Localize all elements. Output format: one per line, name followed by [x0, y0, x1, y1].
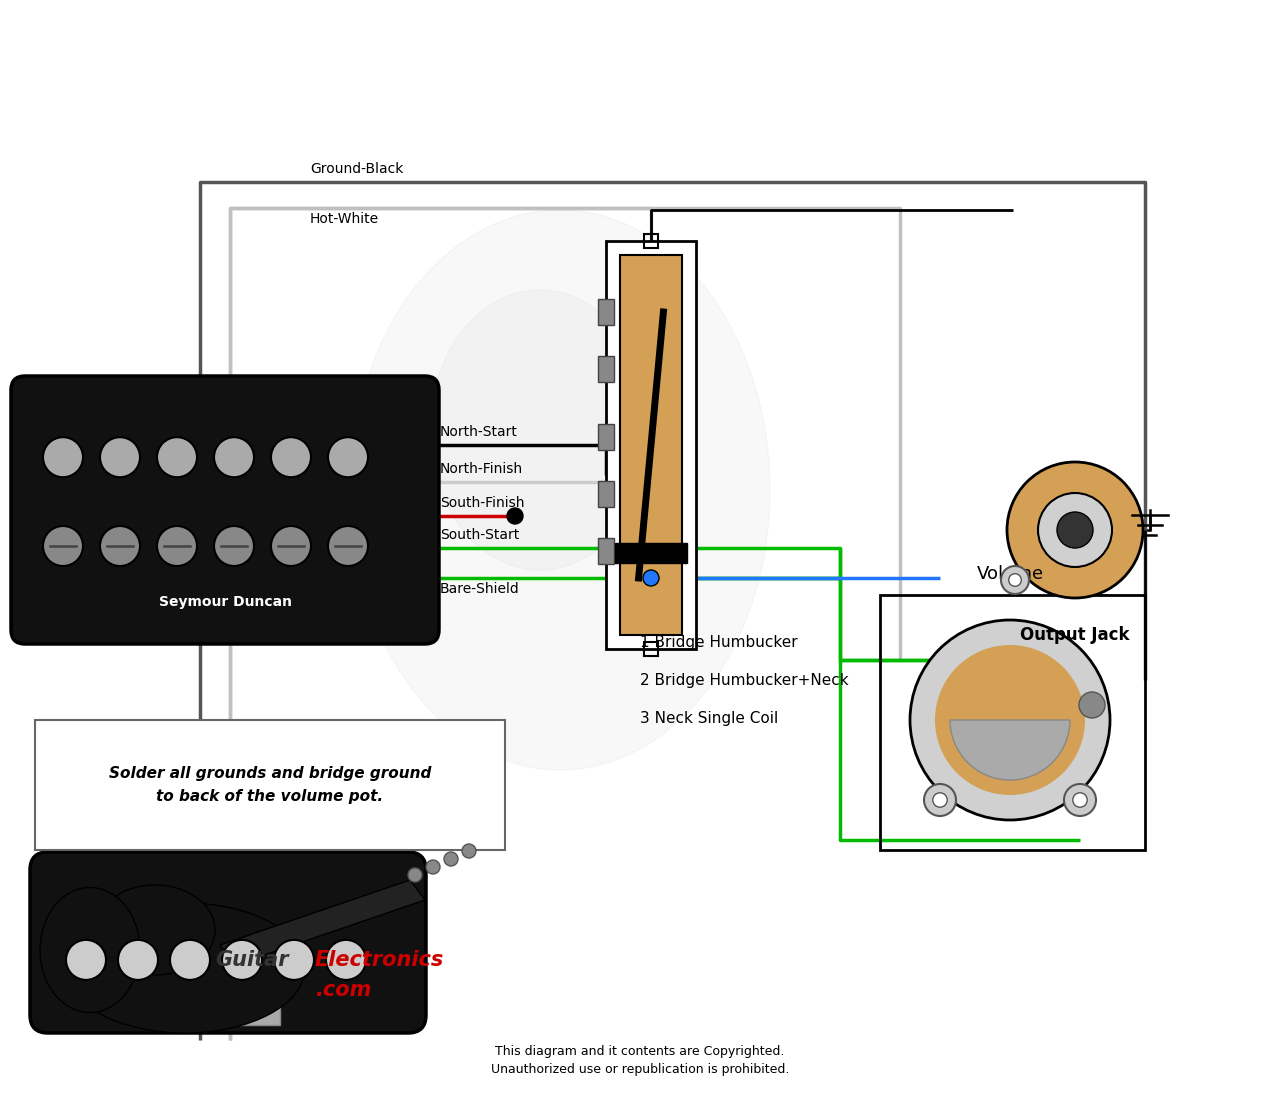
Circle shape [100, 526, 140, 566]
Circle shape [444, 852, 458, 866]
Bar [598, 539, 614, 564]
Ellipse shape [430, 290, 650, 570]
Text: Seymour Duncan: Seymour Duncan [159, 595, 292, 609]
Bar [881, 595, 1146, 850]
Bar [598, 482, 614, 507]
Circle shape [1038, 493, 1112, 567]
Circle shape [1001, 566, 1029, 593]
Circle shape [67, 940, 106, 980]
Bar [598, 356, 614, 382]
Circle shape [214, 526, 253, 566]
Bar [620, 255, 682, 635]
Circle shape [1073, 793, 1087, 807]
Circle shape [214, 437, 253, 477]
Circle shape [1009, 574, 1021, 586]
Circle shape [426, 860, 440, 874]
Text: Output Jack: Output Jack [1020, 626, 1130, 644]
Wedge shape [950, 721, 1070, 780]
Text: .com: .com [315, 980, 371, 1000]
Text: Ground-Black: Ground-Black [310, 162, 403, 176]
Circle shape [328, 526, 369, 566]
Circle shape [100, 437, 140, 477]
Text: This diagram and it contents are Copyrighted.
Unauthorized use or republication : This diagram and it contents are Copyrig… [490, 1045, 790, 1075]
Circle shape [462, 844, 476, 858]
Circle shape [1057, 512, 1093, 548]
Text: North-Start: North-Start [440, 425, 518, 439]
Circle shape [507, 508, 524, 525]
Bar [598, 299, 614, 325]
Text: Volume: Volume [977, 565, 1043, 583]
Text: North-Finish: North-Finish [440, 462, 524, 476]
Circle shape [326, 940, 366, 980]
Circle shape [170, 940, 210, 980]
Circle shape [271, 526, 311, 566]
Bar [605, 241, 696, 649]
Circle shape [221, 940, 262, 980]
Text: 3 Neck Single Coil: 3 Neck Single Coil [640, 711, 778, 726]
Bar [160, 1000, 280, 1025]
Bar [614, 543, 687, 564]
Circle shape [910, 620, 1110, 820]
Circle shape [933, 793, 947, 807]
Circle shape [1079, 692, 1105, 718]
Text: Electronics: Electronics [315, 950, 444, 970]
Circle shape [271, 437, 311, 477]
Text: Solder all grounds and bridge ground
to back of the volume pot.: Solder all grounds and bridge ground to … [109, 766, 431, 804]
Polygon shape [220, 880, 425, 965]
Circle shape [934, 645, 1085, 795]
Text: 2 Bridge Humbucker+Neck: 2 Bridge Humbucker+Neck [640, 673, 849, 688]
Ellipse shape [65, 903, 305, 1033]
Text: South-Start: South-Start [440, 528, 520, 542]
Circle shape [408, 868, 422, 881]
Circle shape [118, 940, 157, 980]
Circle shape [328, 437, 369, 477]
FancyBboxPatch shape [29, 852, 426, 1033]
Circle shape [1064, 784, 1096, 816]
Text: 1 Bridge Humbucker: 1 Bridge Humbucker [640, 635, 797, 650]
Text: Guitar: Guitar [215, 950, 288, 970]
Text: South-Finish: South-Finish [440, 496, 525, 510]
Ellipse shape [40, 888, 140, 1013]
Text: Hot-White: Hot-White [310, 212, 379, 226]
FancyBboxPatch shape [12, 376, 439, 644]
Ellipse shape [95, 885, 215, 975]
Circle shape [44, 526, 83, 566]
Circle shape [157, 437, 197, 477]
Bar [598, 425, 614, 450]
Circle shape [924, 784, 956, 816]
Circle shape [44, 437, 83, 477]
Circle shape [157, 526, 197, 566]
Circle shape [643, 570, 659, 586]
Text: Bare-Shield: Bare-Shield [440, 583, 520, 596]
Circle shape [1007, 462, 1143, 598]
Circle shape [274, 940, 314, 980]
Ellipse shape [349, 210, 771, 770]
Bar [35, 721, 506, 850]
